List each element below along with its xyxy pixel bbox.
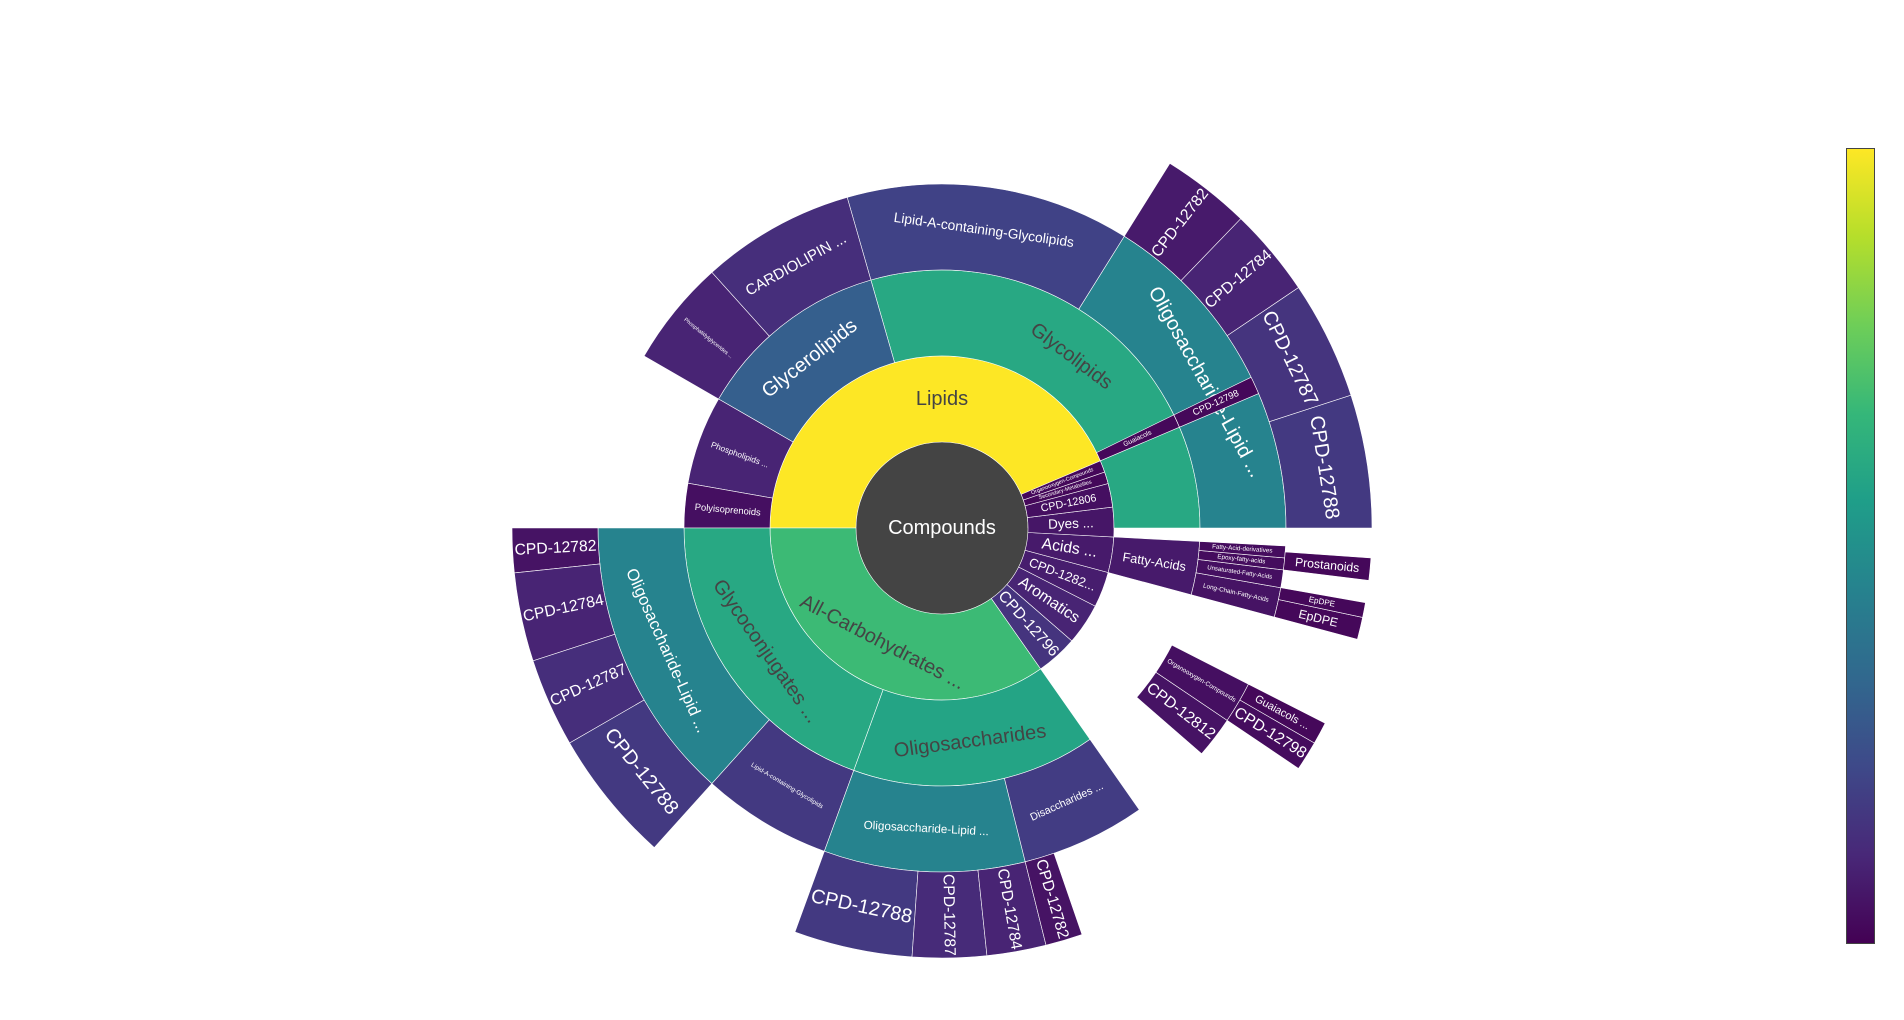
sunburst-segment-cpd-12788[interactable] xyxy=(569,699,713,848)
sunburst-label-dyes: Dyes ... xyxy=(1048,515,1094,532)
sunburst-segment-disaccharides[interactable] xyxy=(1004,738,1140,863)
colorbar xyxy=(1846,148,1875,944)
sunburst-root[interactable] xyxy=(856,442,1028,614)
sunburst-segment-prostanoids[interactable] xyxy=(1283,551,1372,581)
sunburst-label-prostanoids: Prostanoids xyxy=(1295,555,1360,575)
sunburst-segment-cpd-12782[interactable] xyxy=(1123,162,1242,281)
sunburst-segment-epdpe[interactable] xyxy=(1278,587,1366,618)
sunburst-label-cpd-12787: CPD-12787 xyxy=(940,874,958,956)
sunburst-label-lipids: Lipids xyxy=(916,388,968,410)
sunburst-label-cpd-12782: CPD-12782 xyxy=(514,538,597,559)
sunburst-segment-guaiacols[interactable] xyxy=(1239,683,1326,744)
sunburst-root-label: Compounds xyxy=(888,517,996,539)
sunburst-segment-phosphatidylglycerides[interactable] xyxy=(643,271,770,400)
sunburst-segment-cpd-12782[interactable] xyxy=(1024,852,1083,946)
sunburst-label-fatty-acid-derivatives: Fatty-Acid-derivatives xyxy=(1212,543,1273,554)
